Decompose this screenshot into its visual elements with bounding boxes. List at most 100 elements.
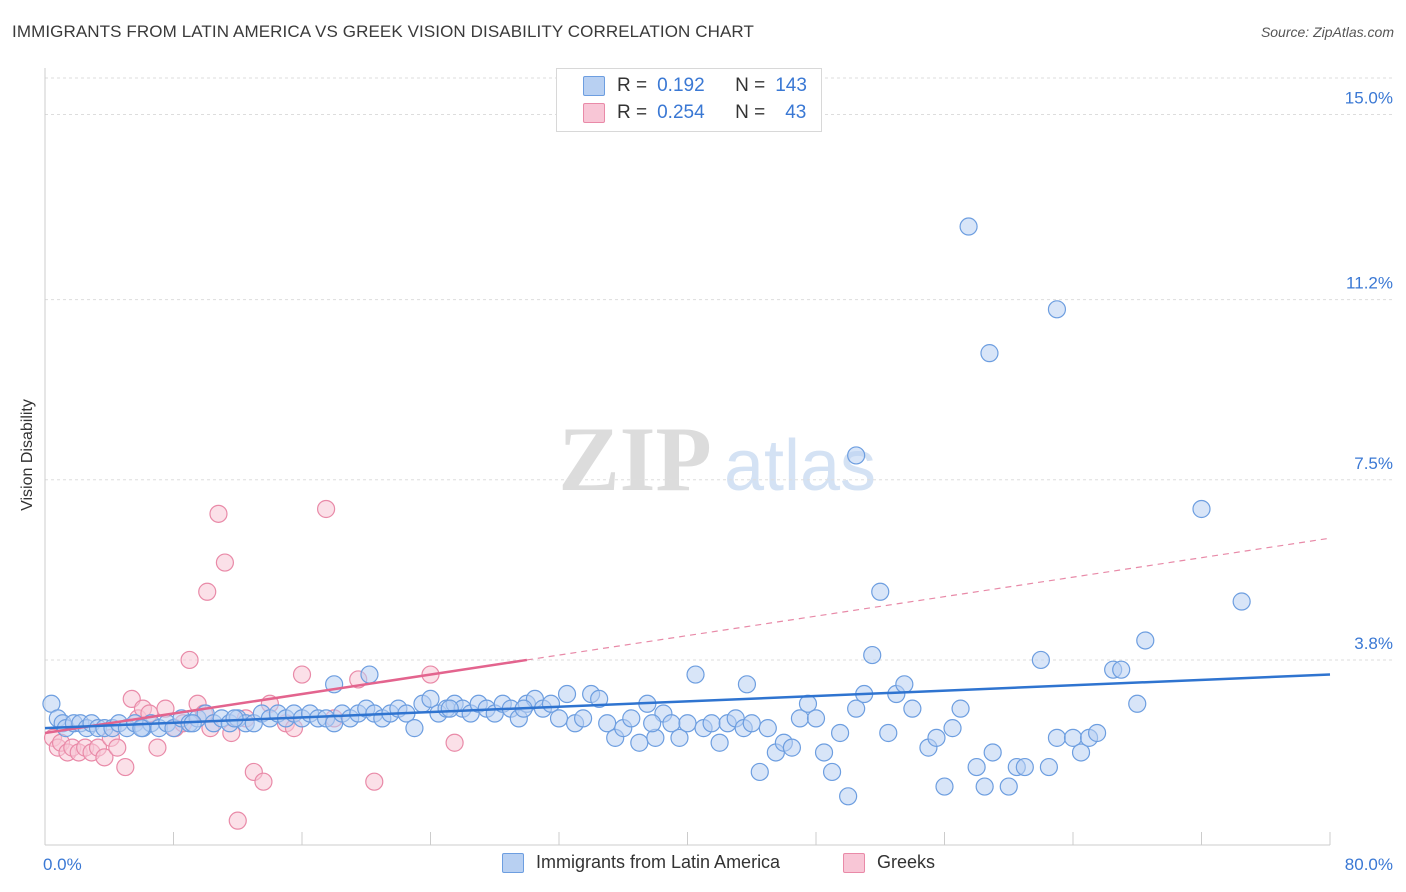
latin-america-point (967, 757, 986, 777)
series-label: Immigrants from Latin America (536, 852, 781, 872)
watermark-atlas: atlas (724, 426, 876, 506)
greeks-point (228, 811, 247, 830)
latin-america-point (1136, 631, 1155, 650)
legend-r-label: R = (617, 75, 648, 96)
latin-america-point (847, 446, 866, 465)
latin-america-point (750, 762, 769, 782)
latin-america-point (1232, 592, 1251, 611)
latin-america-point (1128, 694, 1147, 713)
series-legend-greeks[interactable]: Greeks (843, 852, 935, 873)
latin-america-point (758, 719, 777, 738)
latin-america-point (1071, 743, 1091, 762)
chart-title: IMMIGRANTS FROM LATIN AMERICA VS GREEK V… (12, 22, 754, 41)
legend-n-value: 143 (775, 75, 807, 96)
greeks-point (198, 582, 217, 601)
greeks-trend-extension (526, 537, 1331, 661)
greeks-point (215, 553, 234, 572)
greeks-point (316, 499, 336, 519)
y-tick-label: 11.2% (1346, 274, 1393, 293)
legend-row-greeks: R = 0.254 N = 43 (583, 101, 806, 125)
latin-america-point (643, 714, 662, 733)
latin-america-point (927, 728, 946, 747)
series-swatch-greeks (843, 852, 865, 873)
latin-america-point (421, 689, 440, 709)
latin-america-point (959, 217, 978, 236)
watermark-zip: ZIP (558, 408, 711, 510)
y-tick-label: 15.0% (1345, 89, 1393, 108)
legend-r-value: 0.254 (657, 102, 705, 123)
latin-america-point (871, 582, 890, 601)
greeks-point (209, 504, 228, 523)
legend-n-label: N = (735, 102, 766, 123)
correlation-legend: R = 0.192 N = 143 R = 0.254 N = 43 (556, 68, 822, 132)
y-tick-label: 3.8% (1354, 634, 1393, 653)
legend-swatch-latin-america (583, 76, 605, 96)
latin-america-point (1192, 499, 1211, 519)
latin-america-point (225, 709, 244, 728)
x-tick-label: 0.0% (43, 855, 82, 874)
series-swatch-latin-america (502, 852, 524, 873)
latin-america-point (686, 665, 705, 684)
latin-america-point (782, 738, 802, 757)
latin-america-point (670, 728, 689, 747)
latin-america-point (895, 675, 914, 694)
latin-america-point (980, 344, 999, 363)
latin-america-point (839, 787, 858, 806)
greeks-trend-line (44, 658, 528, 735)
latin-america-point (1039, 757, 1059, 777)
latin-america-point (737, 675, 757, 694)
latin-america-point (405, 719, 424, 738)
latin-america-point (935, 777, 954, 796)
latin-america-point (440, 699, 459, 718)
greeks-point (116, 757, 135, 777)
latin-america-point (742, 714, 761, 733)
greeks-point (148, 738, 167, 757)
latin-america-point (943, 719, 962, 738)
latin-america-point (630, 733, 649, 752)
latin-america-point (822, 762, 842, 782)
legend-swatch-greeks (583, 103, 605, 123)
latin-america-point (622, 709, 641, 728)
greeks-point (445, 733, 464, 752)
legend-n-label: N = (735, 75, 766, 96)
latin-america-point (814, 743, 834, 762)
y-tick-label: 7.5% (1354, 454, 1393, 473)
latin-america-point (1031, 650, 1050, 670)
legend-r-label: R = (617, 102, 648, 123)
latin-america-point (951, 699, 970, 718)
latin-america-point (879, 723, 898, 743)
greeks-point (254, 772, 273, 791)
latin-america-point (132, 719, 151, 738)
legend-row-latin-america: R = 0.192 N = 143 (583, 74, 807, 98)
latin-america-point (863, 645, 882, 665)
latin-america-point (702, 714, 721, 733)
latin-america-point (830, 723, 850, 743)
latin-america-point (710, 733, 729, 752)
series-legend: Immigrants from Latin America Greeks (0, 852, 1406, 878)
x-tick-label: 80.0% (1345, 855, 1393, 874)
latin-america-point (1112, 660, 1131, 679)
greeks-point (180, 650, 199, 670)
latin-america-point (975, 777, 994, 796)
latin-america-point (549, 709, 569, 728)
latin-america-point (557, 684, 577, 704)
source-label: Source: ZipAtlas.com (1260, 24, 1394, 40)
latin-america-point (903, 699, 922, 718)
latin-america-point (806, 709, 826, 728)
series-label: Greeks (877, 852, 936, 872)
latin-america-point (999, 777, 1018, 796)
latin-america-point (360, 665, 379, 684)
latin-america-point (1087, 723, 1107, 743)
greeks-point (292, 665, 312, 684)
latin-america-point (1015, 757, 1034, 777)
greeks-point (95, 748, 114, 767)
latin-america-point (678, 714, 697, 733)
latin-america-point (573, 709, 593, 728)
latin-america-point (983, 743, 1002, 762)
legend-n-value: 43 (785, 102, 807, 123)
latin-america-point (1047, 300, 1067, 319)
latin-america-point (590, 689, 609, 709)
series-legend-latin-america[interactable]: Immigrants from Latin America (502, 852, 780, 873)
legend-r-value: 0.192 (657, 75, 705, 96)
